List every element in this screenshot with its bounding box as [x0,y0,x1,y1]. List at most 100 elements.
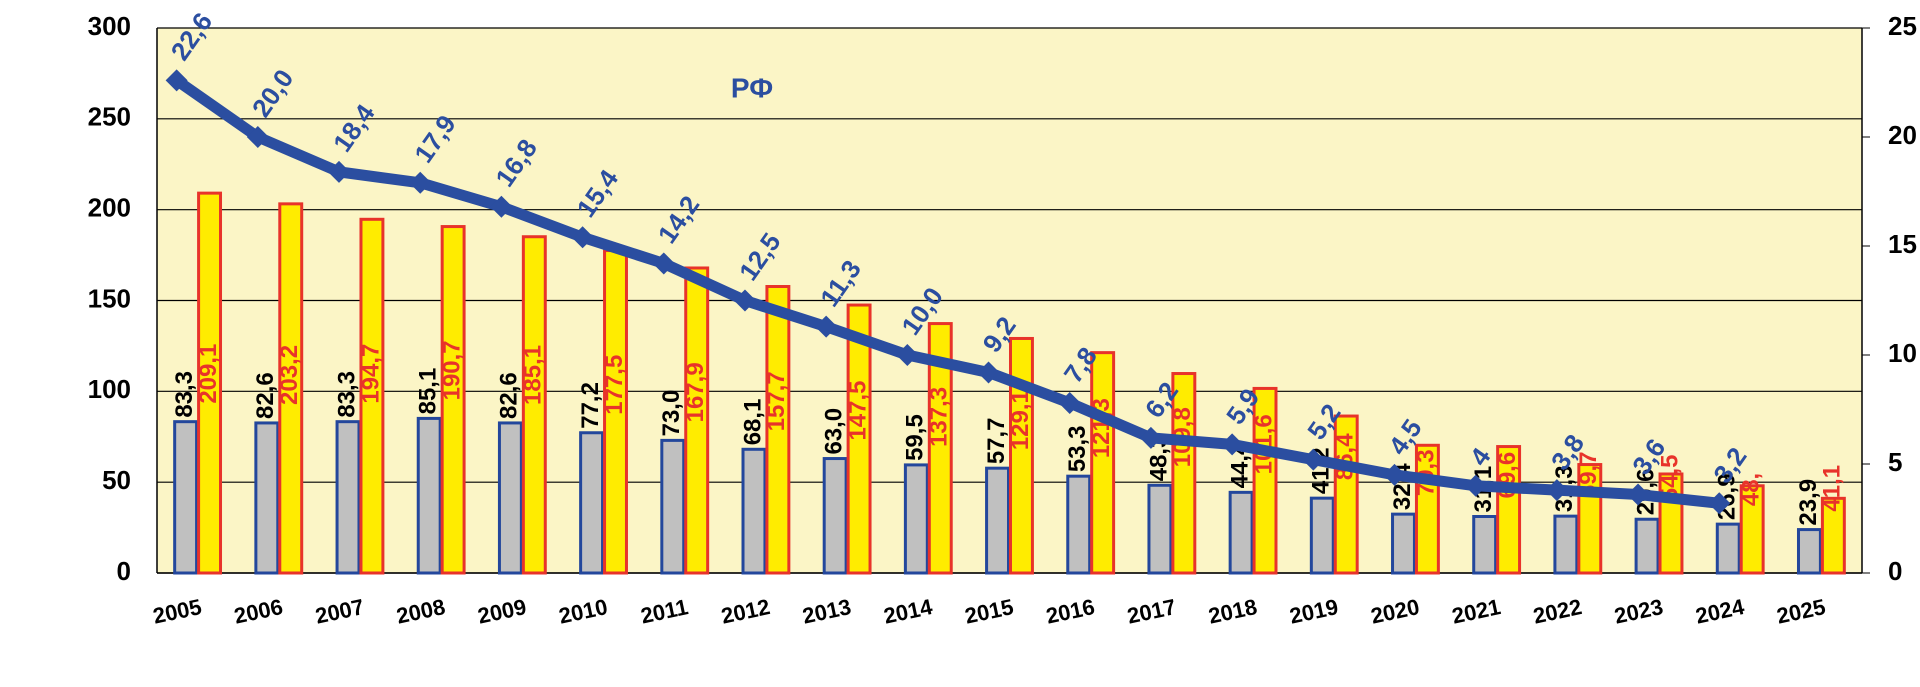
x-tick-label: 2013 [800,594,853,629]
x-tick-label: 2025 [1775,594,1828,629]
x-tick-label: 2008 [394,594,447,629]
bar [335,420,361,575]
bar [903,463,929,575]
bar [1391,512,1416,575]
x-tick-label: 2019 [1287,594,1340,629]
y2-tick-label: 0 [1888,556,1902,586]
bar [1739,484,1765,575]
bar [1309,496,1335,575]
bar [1090,351,1116,575]
y2-tick-label: 15 [1888,229,1917,259]
value-label: 48, [1738,473,1765,506]
marker [1708,492,1731,515]
value-label: 57,7 [983,417,1010,464]
value-label: 137,3 [926,387,953,447]
value-label: 147,5 [844,380,871,440]
value-label: 82,6 [496,372,523,419]
x-tick-label: 2023 [1612,594,1665,629]
bar [1496,445,1522,575]
marker [246,126,269,148]
bar [741,447,767,575]
x-tick-label: 2020 [1369,594,1422,629]
y2-tick-label: 20 [1888,120,1917,150]
value-label: 41,1 [1819,465,1846,512]
value-label: 86,4 [1332,433,1359,480]
bar [985,466,1010,575]
x-tick-label: 2010 [557,594,610,629]
line [173,75,1720,509]
x-tick-label: 2015 [963,594,1016,629]
y2-tick-label: 5 [1888,447,1902,477]
bar [684,266,710,575]
marker [1139,426,1162,449]
marker [652,252,675,275]
value-label: 185,1 [520,345,547,405]
bar [197,191,223,575]
y-tick-label: 150 [88,283,131,313]
bar [1472,515,1498,575]
bar [416,416,442,575]
annotation: РФ [731,72,773,103]
value-label: 23,9 [1795,479,1822,526]
value-label: 53,3 [1064,425,1091,472]
bar [254,421,280,575]
x-tick-label: 2017 [1125,594,1178,629]
x-tick-label: 2012 [719,594,772,629]
marker [1221,433,1244,456]
x-tick-label: 2011 [638,594,690,628]
value-label: 209,1 [195,344,222,404]
bar [1228,490,1254,575]
bar [1171,372,1197,575]
marker [1627,483,1650,506]
bar [173,420,199,575]
value-label: 167,9 [682,362,709,422]
x-tick-label: 2005 [151,594,204,629]
bar [1252,386,1278,575]
bar [846,303,872,575]
x-tick-label: 2009 [475,594,528,629]
bar [359,217,385,575]
value-label: 194,7 [357,344,384,404]
bar [440,225,466,575]
y-tick-label: 300 [88,11,131,41]
value-label: 129,1 [1007,390,1034,450]
value-label: 68,1 [739,399,766,446]
y2-tick-label: 25 [1888,11,1917,41]
y-tick-label: 50 [102,465,131,495]
bar [278,202,304,575]
marker [490,195,513,218]
x-tick-label: 2007 [313,594,366,629]
y2-tick-label: 10 [1888,338,1917,368]
bar [497,421,523,575]
x-tick-label: 2016 [1044,594,1097,629]
bar [1009,336,1034,575]
x-tick-label: 2006 [232,594,285,629]
bar [1796,528,1822,575]
marker [1058,391,1081,414]
bar [765,285,791,575]
bar [1066,474,1092,575]
marker [328,160,351,183]
value-label: 190,7 [438,340,465,400]
bar [1715,522,1741,575]
value-label: 59,5 [902,414,929,461]
x-tick-label: 2014 [881,594,935,629]
value-label: 63,0 [821,408,848,455]
value-label: 85,1 [415,368,442,415]
x-tick-label: 2024 [1693,594,1747,629]
marker [1464,474,1487,497]
x-tick-label: 2021 [1450,594,1503,629]
value-label: 177,5 [601,355,628,415]
bar [660,438,686,575]
bar [1333,414,1359,575]
marker [815,315,838,338]
marker [409,171,432,194]
marker [571,226,594,249]
bar [1820,496,1846,575]
marker [165,69,188,92]
marker [1545,479,1568,502]
bar [579,431,605,575]
y-tick-label: 250 [88,102,131,132]
bar [1147,483,1173,575]
x-tick-label: 2022 [1531,594,1584,629]
